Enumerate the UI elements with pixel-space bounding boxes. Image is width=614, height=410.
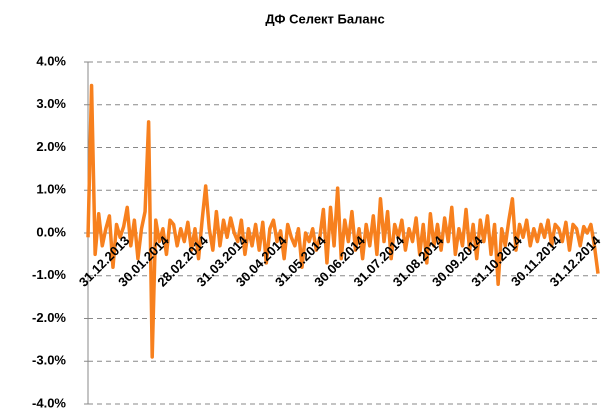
y-tick-label: -3.0% xyxy=(32,353,66,368)
y-tick-label: -1.0% xyxy=(32,267,66,282)
y-tick-label: 2.0% xyxy=(36,139,66,154)
y-tick-label: 1.0% xyxy=(36,182,66,197)
chart-title: ДФ Селект Баланс xyxy=(265,11,384,26)
data-line xyxy=(86,83,600,359)
y-tick-label: -2.0% xyxy=(32,310,66,325)
y-tick-label: -4.0% xyxy=(32,395,66,410)
y-tick-label: 0.0% xyxy=(36,224,66,239)
y-tick-label: 3.0% xyxy=(36,96,66,111)
y-tick-label: 4.0% xyxy=(36,53,66,68)
